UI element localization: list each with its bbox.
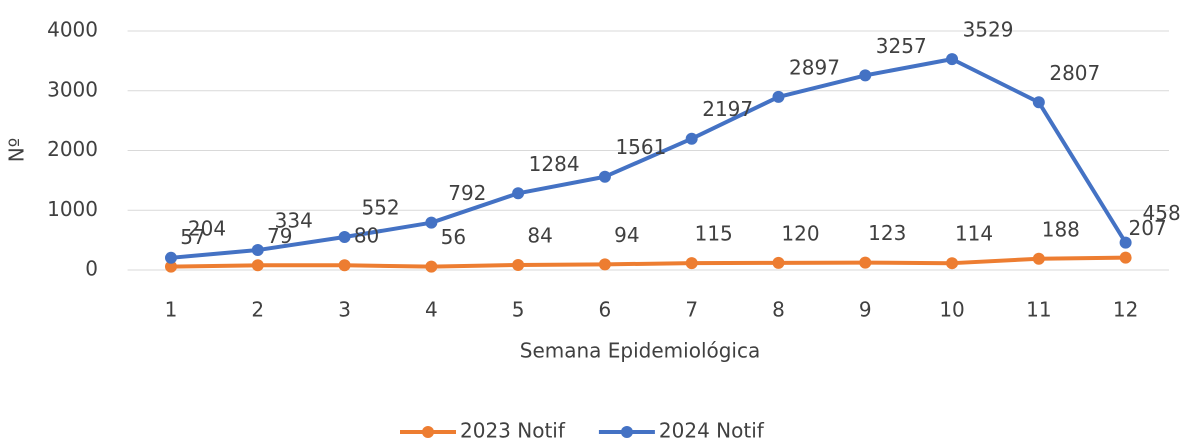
data-label: 84 bbox=[527, 223, 552, 247]
legend-label: 2023 Notif bbox=[460, 419, 566, 439]
y-tick-label: 4000 bbox=[47, 18, 98, 42]
x-tick-label: 12 bbox=[1113, 298, 1138, 322]
x-tick-label: 1 bbox=[165, 298, 178, 322]
data-label: 123 bbox=[868, 221, 906, 245]
data-label: 792 bbox=[448, 181, 486, 205]
x-axis-label: Semana Epidemiológica bbox=[520, 339, 761, 363]
data-label: 94 bbox=[614, 223, 639, 247]
data-point bbox=[512, 187, 525, 200]
data-label: 120 bbox=[781, 221, 819, 245]
x-tick-label: 2 bbox=[251, 298, 264, 322]
data-point bbox=[251, 259, 264, 272]
data-point bbox=[1119, 236, 1132, 249]
y-tick-label: 0 bbox=[85, 257, 98, 281]
data-point bbox=[946, 257, 959, 270]
data-label: 114 bbox=[955, 222, 993, 246]
y-tick-label: 2000 bbox=[47, 137, 98, 161]
y-tick-label: 3000 bbox=[47, 77, 98, 101]
data-point bbox=[685, 132, 698, 145]
legend-marker bbox=[620, 426, 633, 438]
data-point bbox=[164, 251, 177, 264]
y-tick-label: 1000 bbox=[47, 197, 98, 221]
x-tick-label: 5 bbox=[512, 298, 525, 322]
data-label: 2897 bbox=[789, 55, 840, 79]
data-label: 115 bbox=[695, 222, 733, 246]
legend-marker bbox=[422, 426, 434, 438]
data-label: 2807 bbox=[1049, 61, 1100, 85]
data-label: 3257 bbox=[876, 34, 927, 58]
x-tick-label: 9 bbox=[859, 298, 872, 322]
data-label: 79 bbox=[267, 224, 292, 248]
data-point bbox=[859, 69, 872, 82]
data-point bbox=[946, 53, 959, 66]
legend-label: 2024 Notif bbox=[659, 419, 765, 439]
x-tick-label: 3 bbox=[338, 298, 351, 322]
data-point bbox=[772, 256, 785, 269]
data-point bbox=[251, 244, 264, 257]
x-tick-label: 10 bbox=[939, 298, 964, 322]
data-point bbox=[1032, 96, 1045, 109]
data-label: 188 bbox=[1042, 217, 1080, 241]
data-label: 334 bbox=[275, 209, 313, 233]
data-label: 3529 bbox=[963, 18, 1014, 42]
data-point bbox=[859, 256, 872, 269]
data-label: 57 bbox=[180, 225, 205, 249]
x-tick-label: 4 bbox=[425, 298, 438, 322]
data-point bbox=[1119, 251, 1132, 264]
data-point bbox=[772, 90, 785, 103]
x-tick-label: 11 bbox=[1026, 298, 1051, 322]
data-point bbox=[164, 260, 177, 273]
data-point bbox=[512, 258, 525, 271]
data-point bbox=[338, 231, 351, 244]
series-line bbox=[170, 255, 1126, 269]
y-axis-label: Nº bbox=[5, 138, 29, 162]
data-point bbox=[598, 258, 611, 271]
data-point bbox=[1032, 252, 1045, 265]
data-point bbox=[598, 170, 611, 183]
data-label: 56 bbox=[441, 225, 466, 249]
x-tick-label: 8 bbox=[772, 298, 785, 322]
series-line bbox=[170, 57, 1128, 260]
data-label: 80 bbox=[354, 224, 379, 248]
data-label: 1561 bbox=[615, 135, 666, 159]
x-tick-label: 7 bbox=[685, 298, 698, 322]
data-point bbox=[685, 257, 698, 270]
data-point bbox=[425, 260, 438, 273]
data-label: 552 bbox=[361, 196, 399, 220]
data-label: 204 bbox=[188, 216, 226, 240]
data-label: 207 bbox=[1129, 216, 1167, 240]
data-point bbox=[425, 216, 438, 229]
x-tick-label: 6 bbox=[599, 298, 612, 322]
data-point bbox=[338, 259, 351, 272]
data-label: 1284 bbox=[529, 152, 580, 176]
data-label: 2197 bbox=[702, 97, 753, 121]
data-label: 458 bbox=[1143, 201, 1181, 225]
